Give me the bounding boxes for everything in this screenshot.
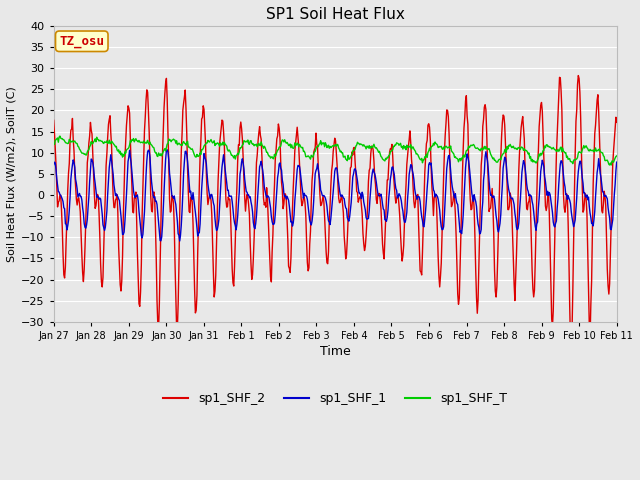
X-axis label: Time: Time xyxy=(320,345,351,358)
Legend: sp1_SHF_2, sp1_SHF_1, sp1_SHF_T: sp1_SHF_2, sp1_SHF_1, sp1_SHF_T xyxy=(158,387,512,410)
Text: TZ_osu: TZ_osu xyxy=(60,35,104,48)
Y-axis label: Soil Heat Flux (W/m2), SoilT (C): Soil Heat Flux (W/m2), SoilT (C) xyxy=(7,86,17,262)
Title: SP1 Soil Heat Flux: SP1 Soil Heat Flux xyxy=(266,7,404,22)
